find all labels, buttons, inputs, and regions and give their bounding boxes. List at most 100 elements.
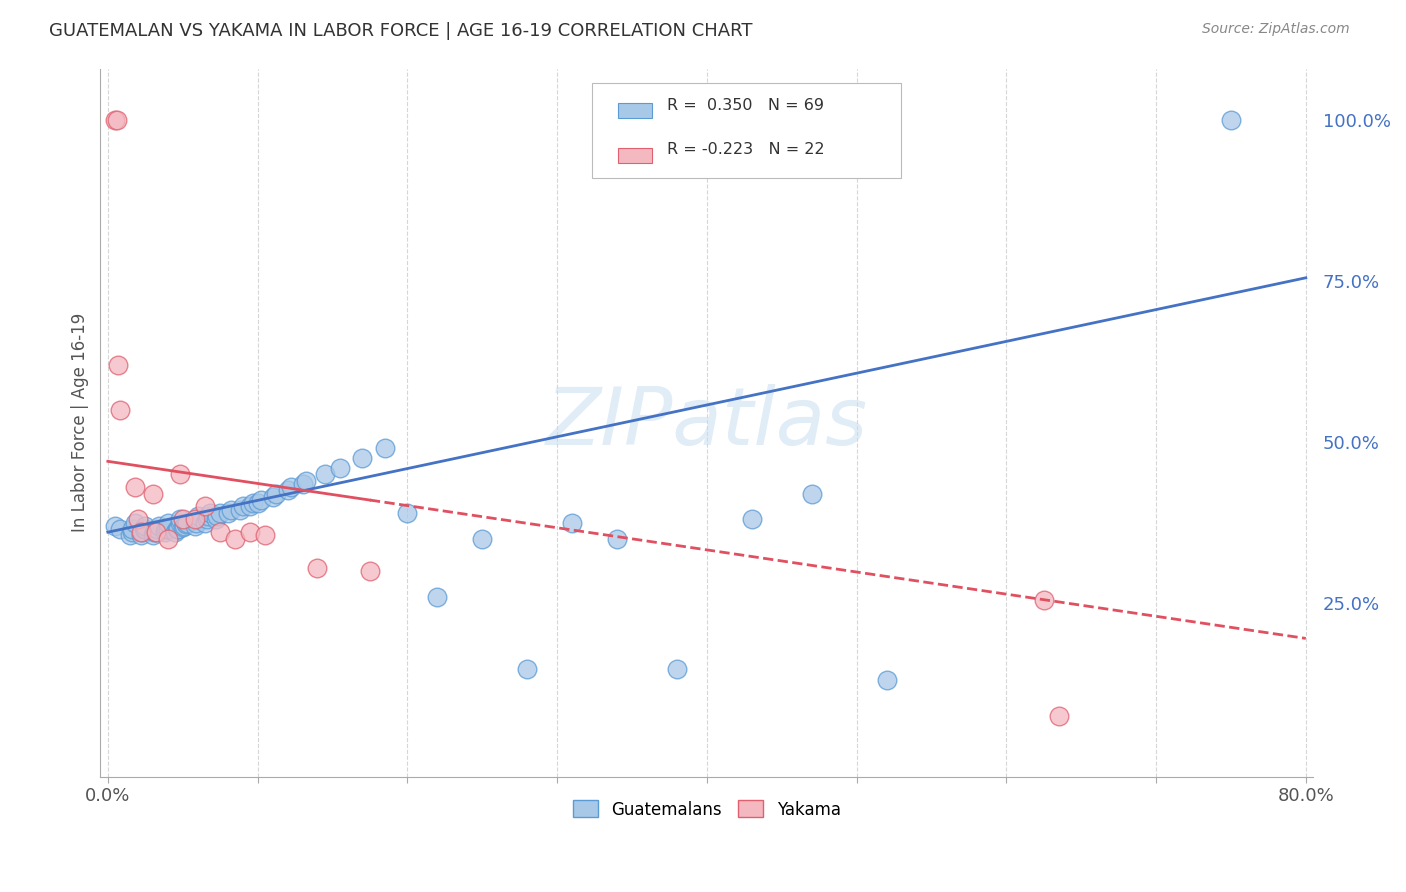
- Point: [104, 518, 127, 533]
- Point: [561, 516, 583, 530]
- Point: [374, 442, 396, 456]
- Point: [183, 518, 205, 533]
- Point: [167, 522, 190, 536]
- FancyBboxPatch shape: [619, 103, 652, 118]
- Point: [108, 402, 131, 417]
- Point: [294, 474, 316, 488]
- Point: [172, 512, 194, 526]
- Point: [314, 467, 336, 482]
- Point: [153, 525, 176, 540]
- Point: [155, 522, 177, 536]
- Point: [800, 486, 823, 500]
- Point: [665, 662, 688, 676]
- Point: [246, 496, 269, 510]
- Text: GUATEMALAN VS YAKAMA IN LABOR FORCE | AGE 16-19 CORRELATION CHART: GUATEMALAN VS YAKAMA IN LABOR FORCE | AG…: [49, 22, 752, 40]
- Legend: Guatemalans, Yakama: Guatemalans, Yakama: [567, 794, 848, 825]
- Point: [105, 113, 128, 128]
- Point: [172, 520, 194, 534]
- Point: [142, 528, 165, 542]
- Point: [165, 525, 187, 540]
- Point: [131, 525, 153, 540]
- Point: [124, 480, 146, 494]
- Point: [217, 506, 239, 520]
- Point: [249, 493, 271, 508]
- Point: [148, 518, 170, 533]
- Point: [156, 532, 179, 546]
- Point: [307, 560, 329, 574]
- FancyBboxPatch shape: [619, 148, 652, 162]
- Point: [134, 522, 156, 536]
- Point: [134, 518, 156, 533]
- Point: [197, 509, 219, 524]
- Point: [124, 516, 146, 530]
- Text: Source: ZipAtlas.com: Source: ZipAtlas.com: [1202, 22, 1350, 37]
- Point: [173, 518, 195, 533]
- Point: [396, 506, 419, 520]
- Point: [741, 512, 763, 526]
- Point: [146, 522, 169, 536]
- Point: [183, 512, 205, 526]
- Point: [107, 358, 129, 372]
- Point: [121, 522, 143, 536]
- Point: [169, 467, 191, 482]
- Point: [232, 500, 254, 514]
- Point: [132, 522, 155, 536]
- Point: [209, 525, 232, 540]
- Point: [262, 490, 284, 504]
- Point: [876, 673, 898, 688]
- Y-axis label: In Labor Force | Age 16-19: In Labor Force | Age 16-19: [72, 313, 89, 533]
- Point: [471, 532, 494, 546]
- Point: [198, 506, 221, 520]
- Text: R = -0.223   N = 22: R = -0.223 N = 22: [666, 143, 824, 158]
- Point: [329, 460, 352, 475]
- Point: [156, 522, 179, 536]
- Point: [186, 516, 208, 530]
- Point: [169, 512, 191, 526]
- Point: [145, 525, 167, 540]
- Point: [194, 516, 217, 530]
- Point: [205, 509, 228, 524]
- Point: [143, 525, 166, 540]
- Point: [187, 512, 209, 526]
- Point: [359, 564, 381, 578]
- Point: [254, 528, 277, 542]
- Point: [169, 516, 191, 530]
- Point: [426, 590, 449, 604]
- Point: [242, 496, 264, 510]
- Point: [1032, 592, 1054, 607]
- Point: [145, 525, 167, 540]
- Point: [129, 525, 152, 540]
- Point: [194, 500, 217, 514]
- Point: [219, 502, 242, 516]
- Point: [1219, 113, 1241, 128]
- Point: [516, 662, 538, 676]
- Point: [239, 525, 262, 540]
- Point: [264, 486, 287, 500]
- Point: [121, 525, 143, 540]
- Point: [228, 502, 250, 516]
- Point: [166, 522, 188, 536]
- Point: [209, 506, 232, 520]
- Point: [195, 512, 218, 526]
- Point: [174, 517, 197, 532]
- Point: [176, 516, 198, 530]
- Text: ZIPatlas: ZIPatlas: [546, 384, 868, 462]
- Point: [127, 512, 149, 526]
- Point: [239, 500, 262, 514]
- Point: [104, 113, 127, 128]
- Point: [291, 476, 314, 491]
- Point: [187, 509, 209, 524]
- Point: [142, 486, 165, 500]
- Point: [204, 512, 226, 526]
- Point: [606, 532, 628, 546]
- Point: [277, 483, 299, 498]
- Point: [129, 528, 152, 542]
- Point: [108, 522, 131, 536]
- Text: R =  0.350   N = 69: R = 0.350 N = 69: [666, 98, 824, 113]
- Point: [280, 480, 302, 494]
- Point: [352, 451, 374, 466]
- Point: [156, 516, 179, 530]
- Point: [224, 532, 246, 546]
- FancyBboxPatch shape: [592, 83, 901, 178]
- Point: [1047, 708, 1070, 723]
